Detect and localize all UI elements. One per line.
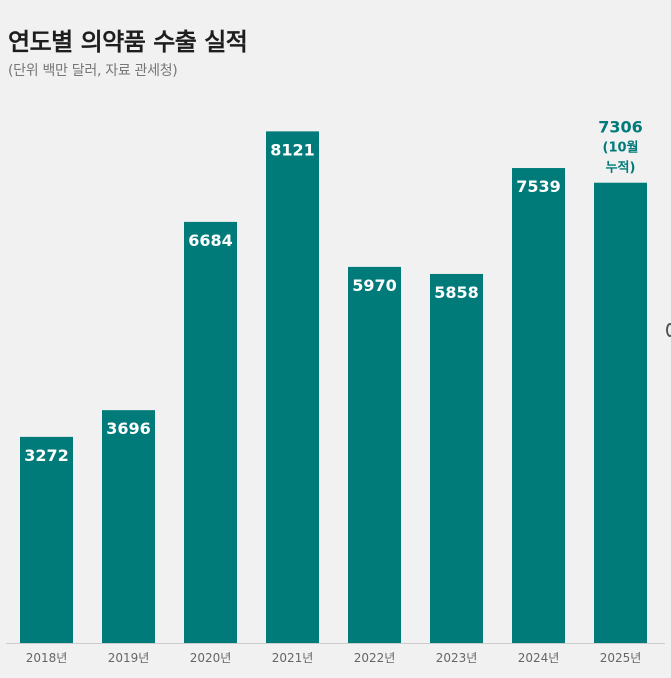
chart-subtitle: (단위 백만 달러, 자료 관세청) — [8, 63, 178, 79]
bar-3 — [266, 131, 319, 643]
x-tick-label-0: 2018년 — [26, 651, 68, 665]
bar-4 — [348, 266, 401, 643]
chart-title: 연도별 의약품 수출 실적 — [8, 28, 248, 56]
annotation-line-0: (10월 — [603, 140, 639, 156]
annotation-line-1: 누적) — [606, 160, 636, 176]
data-label-7: 7306 — [598, 118, 643, 137]
data-label-1: 3696 — [106, 419, 151, 438]
x-tick-label-6: 2024년 — [518, 651, 560, 665]
bar-5 — [430, 273, 483, 643]
x-tick-label-4: 2022년 — [354, 651, 396, 665]
x-tick-label-7: 2025년 — [600, 651, 642, 665]
bar-6 — [512, 168, 565, 643]
data-label-4: 5970 — [352, 276, 397, 295]
x-tick-label-3: 2021년 — [272, 651, 314, 665]
data-label-2: 6684 — [188, 231, 233, 250]
x-tick-label-1: 2019년 — [108, 651, 150, 665]
edge-cutoff-mark — [666, 323, 671, 337]
data-label-0: 3272 — [24, 446, 69, 465]
data-label-6: 7539 — [516, 177, 561, 196]
data-label-3: 8121 — [270, 140, 315, 159]
bar-7 — [594, 182, 647, 644]
bar-0 — [20, 436, 73, 643]
x-tick-label-5: 2023년 — [436, 651, 478, 665]
data-label-5: 5858 — [434, 283, 479, 302]
bar-2 — [184, 221, 237, 643]
bar-1 — [102, 410, 155, 643]
x-tick-label-2: 2020년 — [190, 651, 232, 665]
